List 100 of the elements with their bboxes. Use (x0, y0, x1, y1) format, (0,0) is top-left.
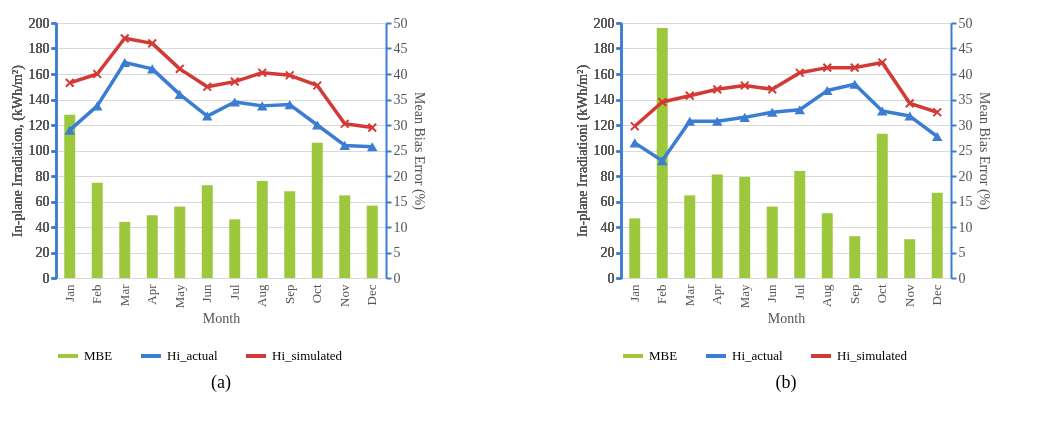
y-tick-label: 20 (600, 245, 615, 260)
y2-tick-label: 10 (958, 219, 973, 235)
y2-tick-label: 25 (393, 143, 408, 158)
point (739, 112, 750, 122)
y2-tick-label: 5 (393, 245, 401, 260)
x-tick-label: Aug (819, 284, 835, 307)
bar (876, 133, 888, 278)
point (767, 84, 778, 95)
point (229, 76, 240, 87)
point (684, 116, 695, 126)
point (849, 79, 860, 89)
x-tick-label: May (736, 284, 752, 309)
y-tick-label: 0 (42, 270, 50, 286)
point (712, 116, 723, 126)
point (339, 118, 350, 129)
point (877, 57, 888, 68)
point (877, 106, 888, 116)
bar (629, 218, 641, 278)
bar (119, 221, 131, 278)
legend-label: Hi_actual (732, 348, 783, 363)
point (932, 107, 943, 118)
bar (656, 28, 668, 278)
point (712, 84, 723, 95)
bar (766, 206, 778, 278)
bar (174, 206, 186, 278)
point (229, 97, 240, 107)
y2-axis-title: Mean Bias Error (%) (975, 92, 992, 211)
y2-tick-label: 35 (958, 92, 973, 107)
bar (366, 205, 378, 278)
y2-axis-title: Mean Bias Error (%) (410, 92, 427, 211)
legend-label: MBE (84, 348, 113, 363)
point (119, 33, 130, 44)
x-tick-label: Jul (791, 284, 807, 300)
y2-tick-label: 35 (393, 92, 408, 107)
y-tick-label: 120 (28, 117, 50, 133)
bar (684, 195, 696, 278)
bar (311, 142, 323, 278)
bar (931, 192, 943, 278)
point (64, 78, 75, 88)
y-tick-label: 80 (600, 168, 615, 184)
point (202, 81, 213, 92)
y2-tick-label: 20 (958, 168, 973, 184)
y-tick-label: 60 (600, 194, 615, 209)
x-tick-label: Feb (654, 284, 670, 304)
point (64, 125, 75, 135)
bar (146, 215, 158, 278)
y-tick-label: 140 (593, 92, 615, 107)
y-tick-label: 60 (35, 194, 50, 209)
point (904, 98, 915, 109)
y-axis-title: In-plane Irradiation, (kWh/m²) (9, 64, 26, 237)
y-tick-label: 140 (28, 92, 50, 107)
y-axis-title: In-plane Irradiationi (kWh/m²) (574, 64, 591, 238)
y2-tick-label: 20 (393, 168, 408, 184)
x-tick-label: Nov (901, 284, 917, 307)
x-tick-label: Jun (764, 284, 780, 303)
point (794, 105, 805, 115)
y2-tick-label: 50 (393, 15, 408, 31)
y-tick-label: 100 (593, 143, 615, 158)
bar (339, 195, 351, 278)
y-tick-label: 200 (28, 15, 50, 31)
y2-tick-label: 50 (958, 15, 973, 31)
legend-label: Hi_simulated (837, 348, 908, 363)
x-tick-label: Jul (226, 284, 242, 300)
point (849, 62, 860, 73)
y2-tick-label: 40 (393, 66, 408, 82)
point (657, 156, 668, 166)
x-axis-title: Month (202, 311, 241, 327)
bar (849, 236, 861, 278)
x-tick-label: Dec (929, 284, 945, 306)
y2-tick-label: 0 (393, 270, 401, 286)
legend-label: Hi_simulated (272, 348, 343, 363)
y-tick-label: 160 (28, 66, 50, 82)
y-tick-label: 180 (28, 41, 50, 56)
bar (904, 239, 916, 278)
bar (201, 185, 213, 278)
x-tick-label: Dec (364, 284, 380, 306)
x-tick-label: Apr (709, 283, 725, 305)
y-tick-label: 80 (35, 168, 50, 184)
x-tick-label: Aug (254, 284, 270, 307)
y2-tick-label: 0 (958, 270, 966, 286)
x-tick-label: Jan (61, 284, 77, 302)
point (312, 80, 323, 91)
point (284, 100, 295, 110)
y2-tick-label: 30 (393, 117, 408, 133)
x-tick-label: Nov (336, 284, 352, 307)
x-tick-label: Oct (874, 284, 890, 304)
y2-tick-label: 15 (958, 194, 973, 209)
point (92, 69, 103, 79)
point (684, 90, 695, 101)
point (767, 107, 778, 117)
y2-tick-label: 25 (958, 143, 973, 158)
x-tick-label: Feb (89, 284, 105, 304)
bar (284, 191, 296, 278)
bar (64, 114, 76, 278)
y-tick-label: 0 (607, 270, 615, 286)
point (629, 138, 640, 148)
y2-tick-label: 45 (393, 41, 408, 56)
point (174, 64, 185, 74)
y2-tick-label: 40 (958, 66, 973, 82)
x-tick-label: Oct (309, 284, 325, 304)
